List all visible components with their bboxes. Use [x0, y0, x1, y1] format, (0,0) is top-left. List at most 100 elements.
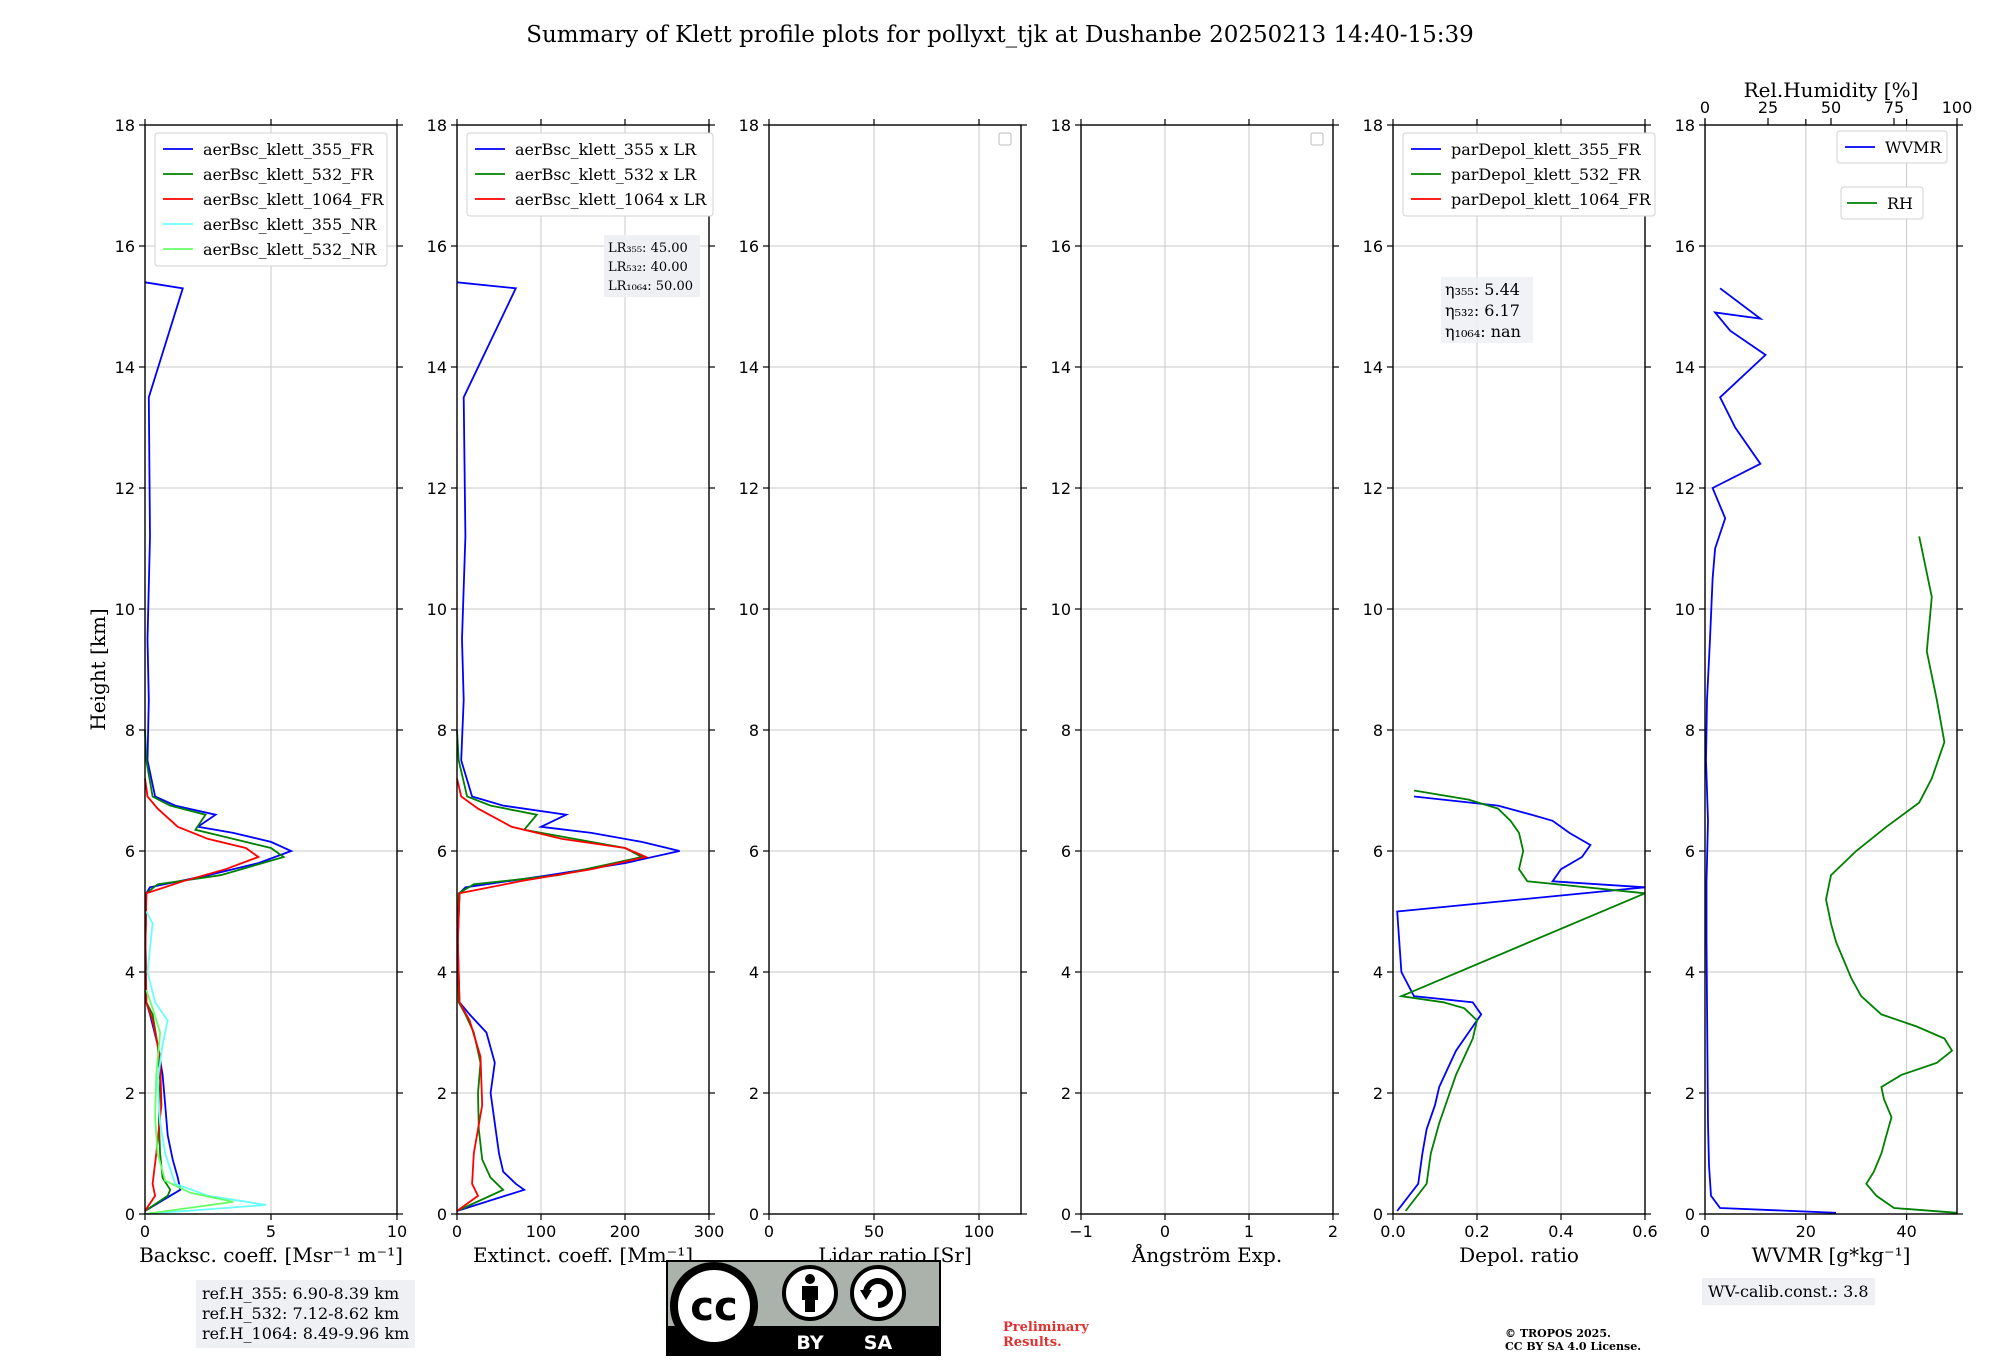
y-tick-label: 4	[1685, 963, 1695, 982]
x-tick-label: 0	[1160, 1222, 1170, 1241]
y-tick-label: 8	[125, 721, 135, 740]
y-tick-label: 16	[115, 237, 135, 256]
y-tick-label: 12	[1363, 479, 1383, 498]
y-tick-label: 4	[437, 963, 447, 982]
y-tick-label: 10	[115, 600, 135, 619]
top-x-tick-label: 100	[1942, 98, 1973, 117]
series-line-aerBsc_klett_1064 x LR	[456, 778, 649, 1212]
y-tick-label: 18	[1363, 116, 1383, 135]
y-tick-label: 4	[749, 963, 759, 982]
empty-legend-box	[998, 132, 1012, 146]
cc-by-sa-license-badge: cc BY SA	[666, 1260, 941, 1356]
x-tick-label: 100	[526, 1222, 557, 1241]
preliminary-line-2: Results.	[1003, 1335, 1062, 1350]
chart-panel-6: 0 20 40 0 2 4 6 8 10 12 14 16 18 WVMR [g*kg⁻¹] 0 25 50 75…	[1675, 78, 1973, 1267]
series-line-aerBsc_klett_355 x LR	[456, 281, 680, 1212]
legend-label-wvmr: WVMR	[1885, 138, 1942, 157]
legend-label: aerBsc_klett_1064 x LR	[515, 190, 707, 209]
plot-frame	[1704, 124, 1958, 1215]
sa-share-icon	[850, 1265, 906, 1321]
y-tick-label: 0	[1685, 1205, 1695, 1224]
legend-label: aerBsc_klett_532 x LR	[515, 165, 697, 184]
chart-panel-2: 0 100 200 300 0 2 4 6 8 10 12 14 16 18 Extinct. coeff.…	[427, 116, 725, 1267]
y-tick-label: 2	[1373, 1084, 1383, 1103]
x-tick-label: 0	[1700, 1222, 1710, 1241]
y-tick-label: 6	[749, 842, 759, 861]
wv-calibration-box: WV-calib.const.: 3.8	[1702, 1278, 1875, 1305]
plot-frame	[1392, 124, 1646, 1215]
y-tick-label: 12	[739, 479, 759, 498]
series-line-aerBsc_klett_532 x LR	[456, 729, 645, 1212]
top-x-tick-label: 25	[1758, 98, 1778, 117]
x-tick-label: 2	[1328, 1222, 1338, 1241]
y-tick-label: 4	[1373, 963, 1383, 982]
x-tick-label: 0	[452, 1222, 462, 1241]
cc-icon	[670, 1262, 758, 1350]
y-tick-label: 18	[1675, 116, 1695, 135]
x-tick-label: −1	[1069, 1222, 1093, 1241]
legend-label: aerBsc_klett_355 x LR	[515, 140, 697, 159]
chart-panel-1: 0 5 10 0 2 4 6 8 10 12 14 16 18 Backsc. coeff. [Msr⁻¹…	[86, 116, 407, 1267]
top-x-axis-label: Rel.Humidity [%]	[1744, 78, 1919, 102]
series-line-aerBsc_klett_355_FR	[144, 281, 294, 1212]
lidar-ratio-text: LR₃₅₅: 45.00	[608, 241, 688, 256]
y-tick-label: 8	[437, 721, 447, 740]
legend-label: aerBsc_klett_532_FR	[203, 165, 374, 184]
legend-box-rh	[1840, 186, 1924, 220]
legend-box	[466, 132, 714, 217]
x-tick-label: 200	[610, 1222, 641, 1241]
x-tick-label: 0.4	[1548, 1222, 1573, 1241]
legend-box	[1402, 132, 1656, 217]
plot-frame	[1080, 124, 1334, 1215]
sa-label: SA	[864, 1332, 893, 1354]
y-tick-label: 14	[115, 358, 135, 377]
lidar-ratio-text: LR₁₀₆₄: 50.00	[608, 279, 693, 294]
legend-label: aerBsc_klett_355_FR	[203, 140, 374, 159]
plot-frame	[768, 124, 1022, 1215]
y-tick-label: 16	[739, 237, 759, 256]
y-tick-label: 10	[1363, 600, 1383, 619]
y-tick-label: 6	[1061, 842, 1071, 861]
y-tick-label: 6	[437, 842, 447, 861]
y-tick-label: 14	[1675, 358, 1695, 377]
y-tick-label: 10	[739, 600, 759, 619]
y-tick-label: 16	[1363, 237, 1383, 256]
y-tick-label: 6	[125, 842, 135, 861]
plot-frame	[144, 124, 398, 1215]
copyright-line-1: © TROPOS 2025.	[1505, 1327, 1611, 1340]
series-line-aerBsc_klett_1064_FR	[144, 778, 261, 1212]
y-tick-label: 12	[1675, 479, 1695, 498]
y-tick-label: 6	[1685, 842, 1695, 861]
legend-label: parDepol_klett_1064_FR	[1451, 190, 1652, 209]
y-tick-label: 0	[749, 1205, 759, 1224]
legend-label: aerBsc_klett_355_NR	[203, 215, 377, 234]
y-axis-label: Height [km]	[86, 608, 110, 730]
page-title: Summary of Klett profile plots for polly…	[526, 22, 1474, 48]
x-axis-label: Ångström Exp.	[1131, 1242, 1282, 1267]
y-tick-label: 2	[1685, 1084, 1695, 1103]
eta-text: η₅₃₂: 6.17	[1445, 301, 1520, 320]
top-x-tick-label: 75	[1884, 98, 1904, 117]
series-line-aerBsc_klett_532_NR	[144, 989, 234, 1215]
series-line-parDepol_klett_532_FR	[1398, 789, 1646, 1212]
y-tick-label: 16	[427, 237, 447, 256]
legend-label: parDepol_klett_532_FR	[1451, 165, 1642, 184]
y-tick-label: 0	[125, 1205, 135, 1224]
y-tick-label: 4	[125, 963, 135, 982]
y-tick-label: 0	[1373, 1205, 1383, 1224]
x-axis-label: Extinct. coeff. [Mm⁻¹]	[473, 1243, 693, 1267]
y-tick-label: 12	[115, 479, 135, 498]
x-tick-label: 20	[1796, 1222, 1816, 1241]
series-line-RH	[1825, 536, 1958, 1214]
y-tick-label: 2	[1061, 1084, 1071, 1103]
x-axis-label: Depol. ratio	[1459, 1243, 1579, 1267]
y-tick-label: 10	[427, 600, 447, 619]
legend-label: parDepol_klett_355_FR	[1451, 140, 1642, 159]
by-label: BY	[796, 1332, 823, 1354]
y-tick-label: 14	[739, 358, 759, 377]
y-tick-label: 14	[427, 358, 447, 377]
eta-text: η₁₀₆₄: nan	[1445, 322, 1521, 341]
cc-icon-text: cc	[690, 1284, 737, 1330]
